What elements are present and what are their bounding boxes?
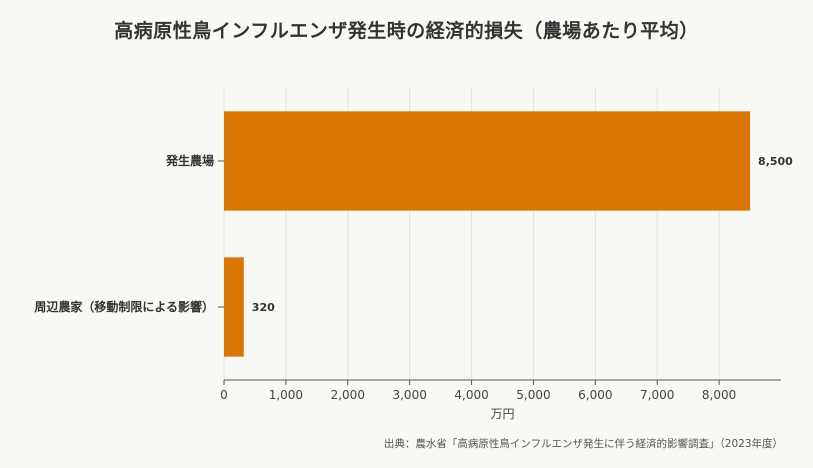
value-label: 320: [252, 301, 275, 314]
bar: [224, 111, 751, 211]
source-note: 出典：農水省「高病原性鳥インフルエンザ発生に伴う経済的影響調査」（2023年度）: [383, 438, 783, 450]
category-label: 発生農場: [165, 153, 214, 168]
category-label: 周辺農家（移動制限による影響）: [34, 299, 214, 314]
x-tick-label: 6,000: [578, 388, 612, 402]
x-tick-label: 2,000: [331, 388, 365, 402]
labels: 8,500 発生農場 320 周辺農家（移動制限による影響） 0 1,000 2,000 3,…: [34, 153, 793, 421]
x-tick-label: 1,000: [269, 388, 303, 402]
x-tick-label: 5,000: [516, 388, 550, 402]
x-tick-label: 7,000: [640, 388, 674, 402]
x-tick-label: 0: [220, 388, 228, 402]
axes: [218, 160, 781, 385]
x-axis-title: 万円: [490, 407, 514, 421]
chart-title: 高病原性鳥インフルエンザ発生時の経済的損失（農場あたり平均）: [114, 20, 699, 42]
bar: [224, 257, 244, 357]
x-tick-label: 4,000: [454, 388, 488, 402]
x-tick-label: 3,000: [392, 388, 426, 402]
x-tick-label: 8,000: [702, 388, 736, 402]
bars: [224, 111, 751, 357]
value-label: 8,500: [758, 155, 793, 168]
